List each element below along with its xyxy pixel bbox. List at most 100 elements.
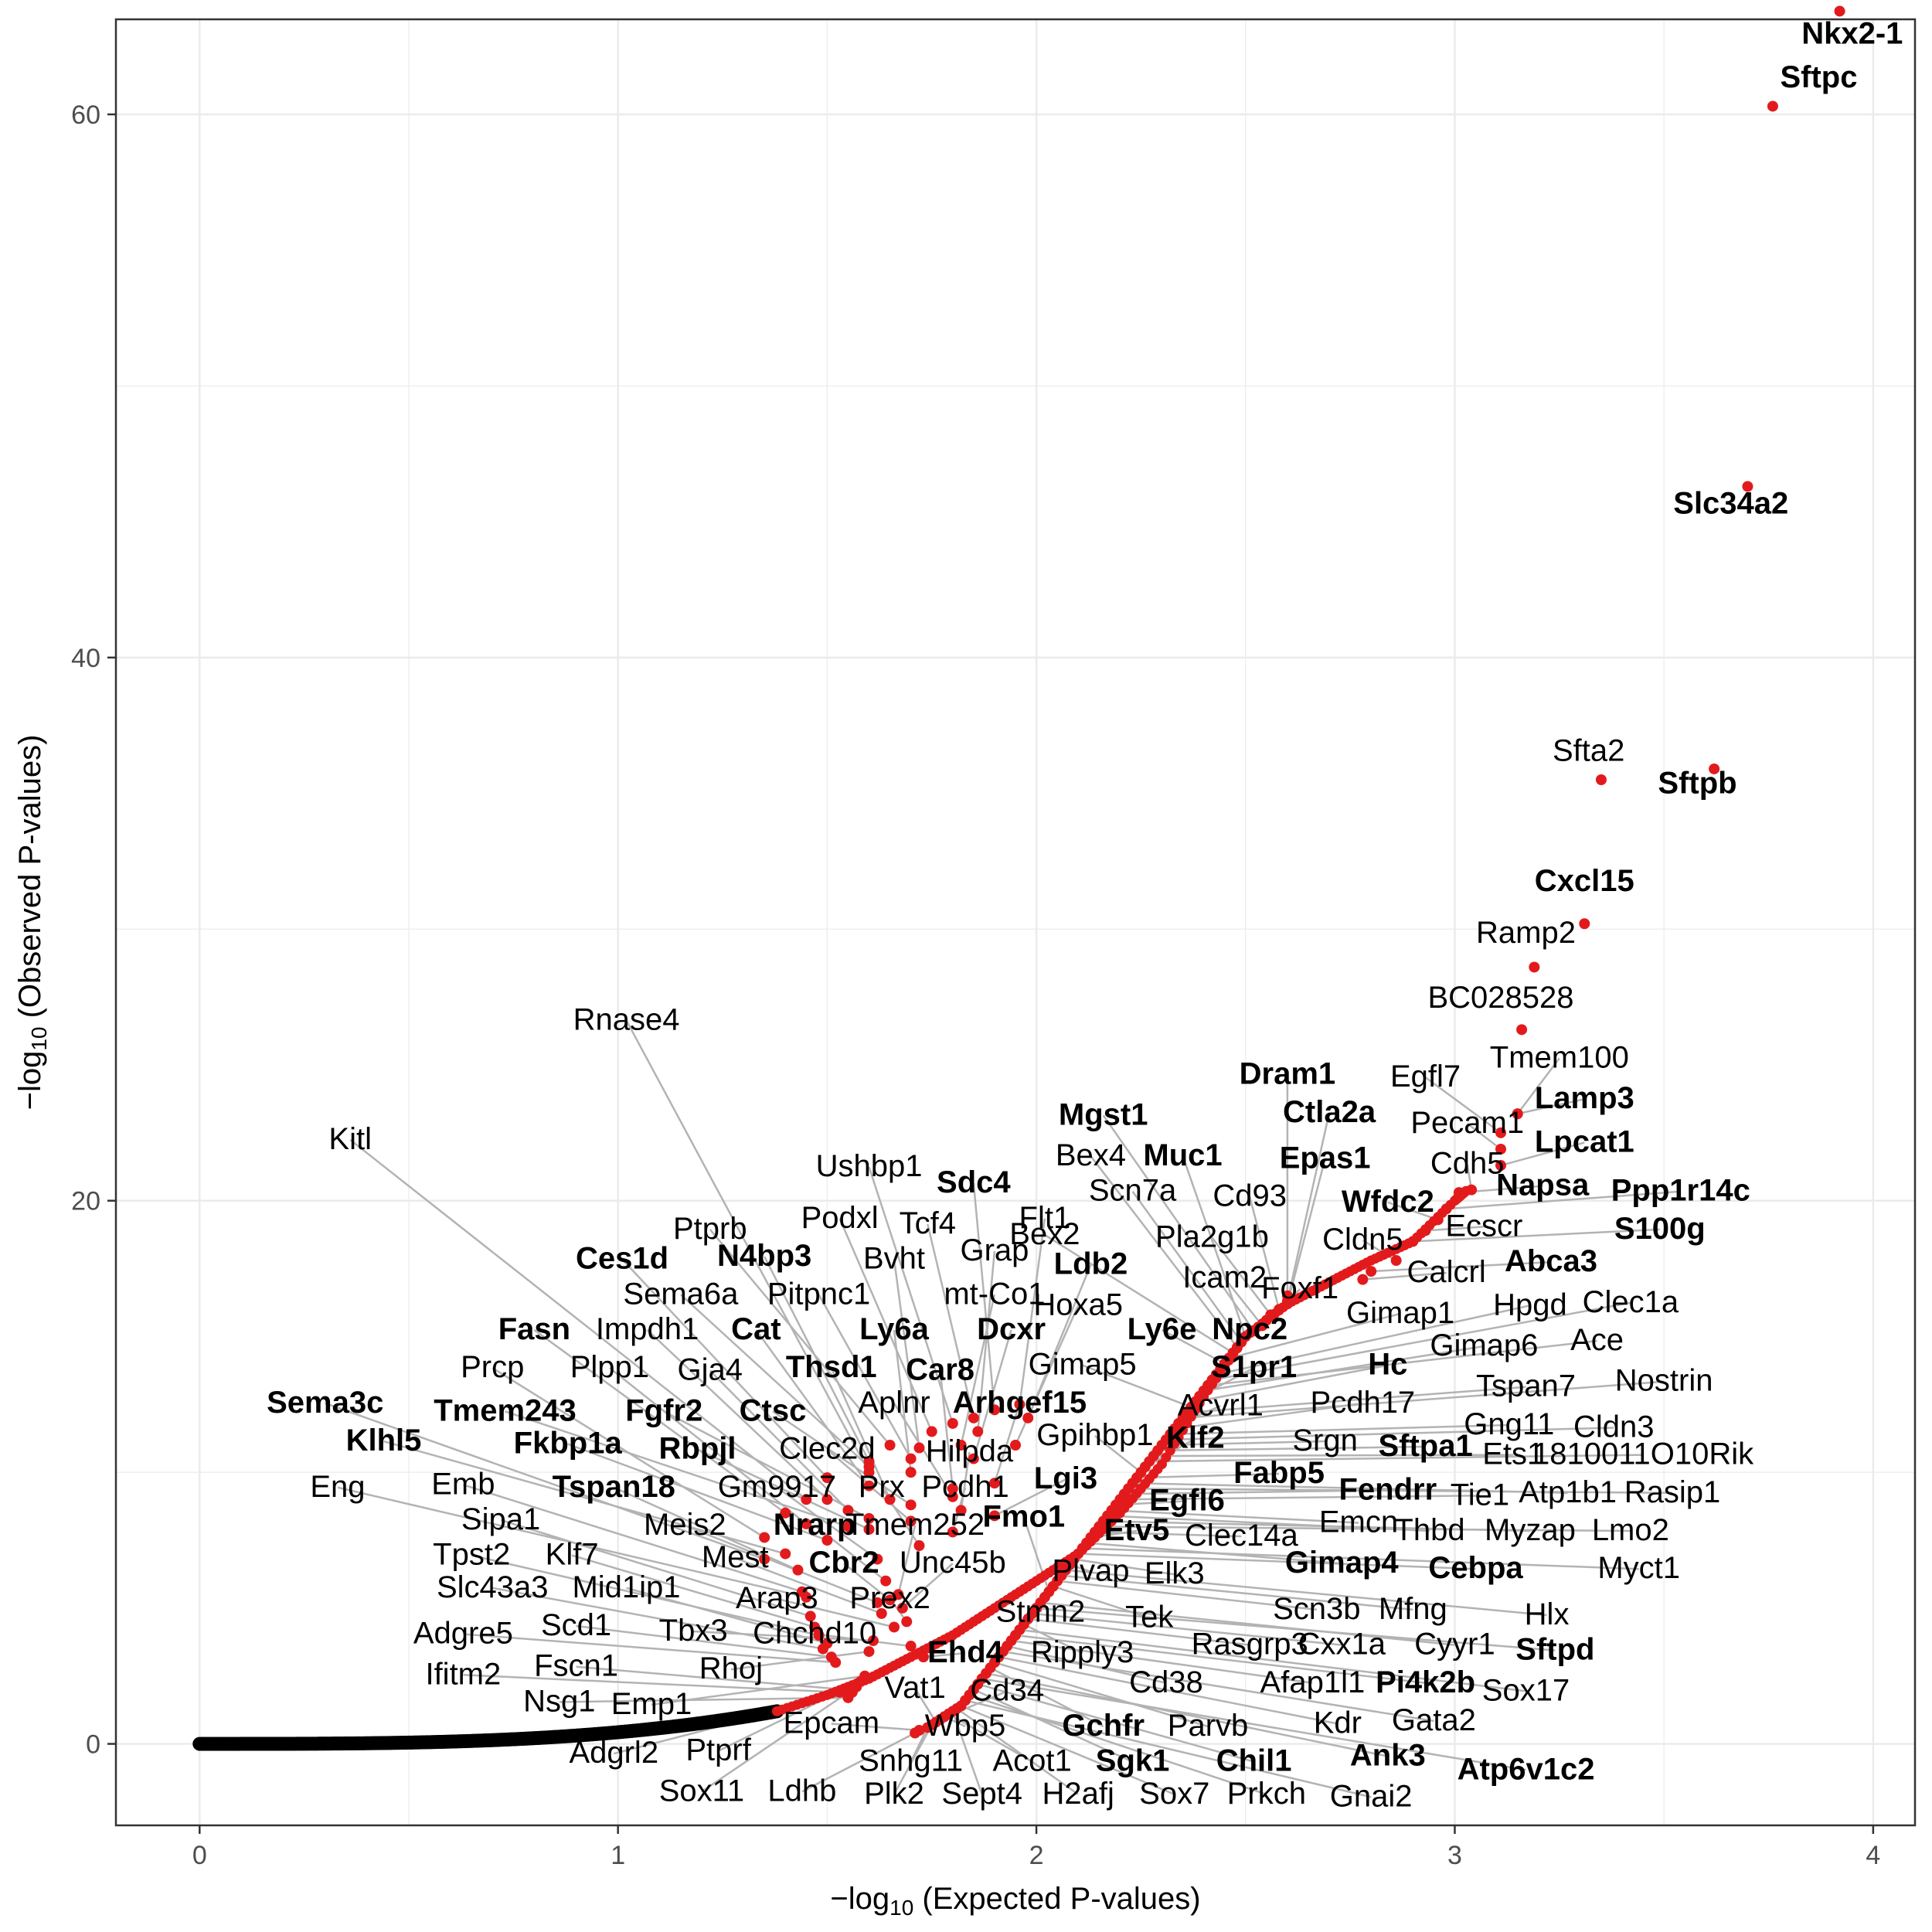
gene-label: Plvap	[1052, 1554, 1129, 1588]
gene-label: Icam2	[1182, 1260, 1267, 1294]
connector-line	[1082, 1547, 1639, 1570]
gene-label: Sema6a	[623, 1277, 739, 1311]
gene-label: Cldn5	[1322, 1223, 1403, 1257]
gene-label: Nostrin	[1615, 1364, 1713, 1398]
gene-label: Tmem243	[434, 1393, 577, 1427]
gene-label: Scd1	[541, 1608, 611, 1642]
connector-line	[801, 1732, 916, 1793]
connector-line	[1032, 1612, 1342, 1646]
connector-line	[571, 1554, 815, 1628]
gene-label: Kitl	[328, 1122, 372, 1156]
gene-label: Acvrl1	[1178, 1388, 1264, 1422]
gene-label: Chil1	[1216, 1744, 1292, 1778]
labelled-point	[872, 1597, 883, 1608]
labelled-point	[804, 1611, 816, 1622]
connector-line	[1082, 1364, 1192, 1408]
gene-label: Egfl7	[1390, 1060, 1461, 1094]
labelled-point	[1010, 1440, 1021, 1451]
connector-line	[1002, 1650, 1434, 1723]
gene-label: Ecscr	[1445, 1209, 1522, 1243]
gene-label: Ces1d	[576, 1242, 668, 1276]
labelled-point	[1274, 1304, 1285, 1315]
labelled-point	[1466, 1184, 1478, 1196]
gene-label: Sftpa1	[1378, 1429, 1472, 1463]
gene-label: Sftpd	[1515, 1633, 1594, 1667]
connector-line	[701, 1685, 857, 1793]
labelled-point	[1495, 1127, 1507, 1138]
gene-label: S100g	[1614, 1212, 1706, 1246]
connector-line	[998, 1655, 1338, 1725]
gene-label: Ppp1r14c	[1611, 1174, 1750, 1208]
labelled-point	[1022, 1412, 1034, 1423]
labelled-point	[1709, 763, 1720, 774]
connector-line	[973, 1689, 1134, 1763]
gene-label: Adgre5	[413, 1617, 513, 1651]
labelled-point	[917, 1651, 929, 1663]
significant-points	[759, 5, 1845, 1739]
labelled-point	[1432, 1214, 1444, 1226]
y-tick-label: 20	[71, 1187, 100, 1216]
gene-label: 1810011O10Rik	[1532, 1437, 1754, 1471]
gene-label: Rasip1	[1624, 1475, 1721, 1509]
gene-label: Epcam	[784, 1706, 880, 1740]
gene-label: Ptprf	[685, 1733, 751, 1767]
connector-line	[764, 1256, 870, 1462]
gene-label: Sox11	[659, 1774, 744, 1808]
connector-line	[1099, 1526, 1631, 1532]
gene-label: Sftpb	[1658, 767, 1736, 801]
connector-line	[1425, 1226, 1485, 1232]
connector-line	[1120, 1495, 1480, 1501]
gene-label: Aplnr	[858, 1386, 930, 1420]
gene-label: Tbx3	[659, 1614, 728, 1648]
connector-line	[1424, 1077, 1502, 1134]
gene-label: Meis2	[644, 1508, 726, 1542]
connector-line	[684, 1524, 878, 1604]
labelled-point	[988, 1510, 1000, 1522]
gene-label: N4bp3	[717, 1239, 811, 1273]
labelled-point	[1516, 1024, 1528, 1036]
gene-label: Impdh1	[596, 1312, 699, 1346]
labelled-point	[759, 1532, 770, 1543]
labelled-point	[884, 1594, 896, 1606]
gene-label: Lamp3	[1535, 1081, 1634, 1115]
x-tick-label: 4	[1866, 1841, 1880, 1870]
gene-label: Bvht	[863, 1242, 925, 1276]
connector-line	[977, 1683, 1254, 1763]
gene-label: Cd93	[1213, 1179, 1287, 1213]
gene-label: Ets1	[1482, 1437, 1544, 1471]
gene-label: Tmem252	[845, 1508, 985, 1542]
connector-line	[1162, 1440, 1325, 1447]
labelled-point	[809, 1621, 821, 1633]
gene-label: Klf2	[1166, 1421, 1225, 1455]
connector-line	[663, 1410, 870, 1519]
labelled-point	[817, 1643, 828, 1655]
x-axis-title-prefix: −log	[830, 1882, 889, 1916]
x-axis-ticks: 0 1 2 3 4	[192, 1825, 1880, 1870]
gene-label: Nrarp	[774, 1508, 856, 1542]
connector-line	[981, 1677, 1526, 1771]
connector-line	[1203, 1345, 1485, 1392]
gene-label: Sema3c	[267, 1386, 383, 1420]
gene-label: Ushbp1	[816, 1149, 923, 1183]
labelled-point	[1495, 1143, 1507, 1155]
gene-label: Pecam1	[1410, 1106, 1524, 1140]
gene-label: Ramp2	[1476, 916, 1576, 950]
connector-line	[1212, 1301, 1631, 1381]
labelled-point	[801, 1494, 812, 1505]
connector-line	[1161, 1328, 1226, 1365]
gene-label: Arap3	[736, 1581, 818, 1615]
gene-label: Kdr	[1314, 1706, 1362, 1740]
labelled-point	[880, 1575, 892, 1587]
gene-label: Stmn2	[996, 1594, 1086, 1628]
gene-label: Egfl6	[1149, 1483, 1225, 1517]
labelled-point	[896, 1602, 908, 1614]
x-tick-label: 3	[1447, 1841, 1462, 1870]
connector-line	[1500, 1141, 1585, 1167]
gene-label: Gja4	[678, 1353, 743, 1387]
gene-label: Pcdh17	[1311, 1386, 1416, 1420]
grid-lines	[116, 19, 1915, 1825]
connector-line	[1102, 1114, 1255, 1332]
gene-label: Gata2	[1392, 1703, 1476, 1737]
connector-line	[471, 1554, 819, 1637]
connector-line	[1011, 1639, 1313, 1685]
